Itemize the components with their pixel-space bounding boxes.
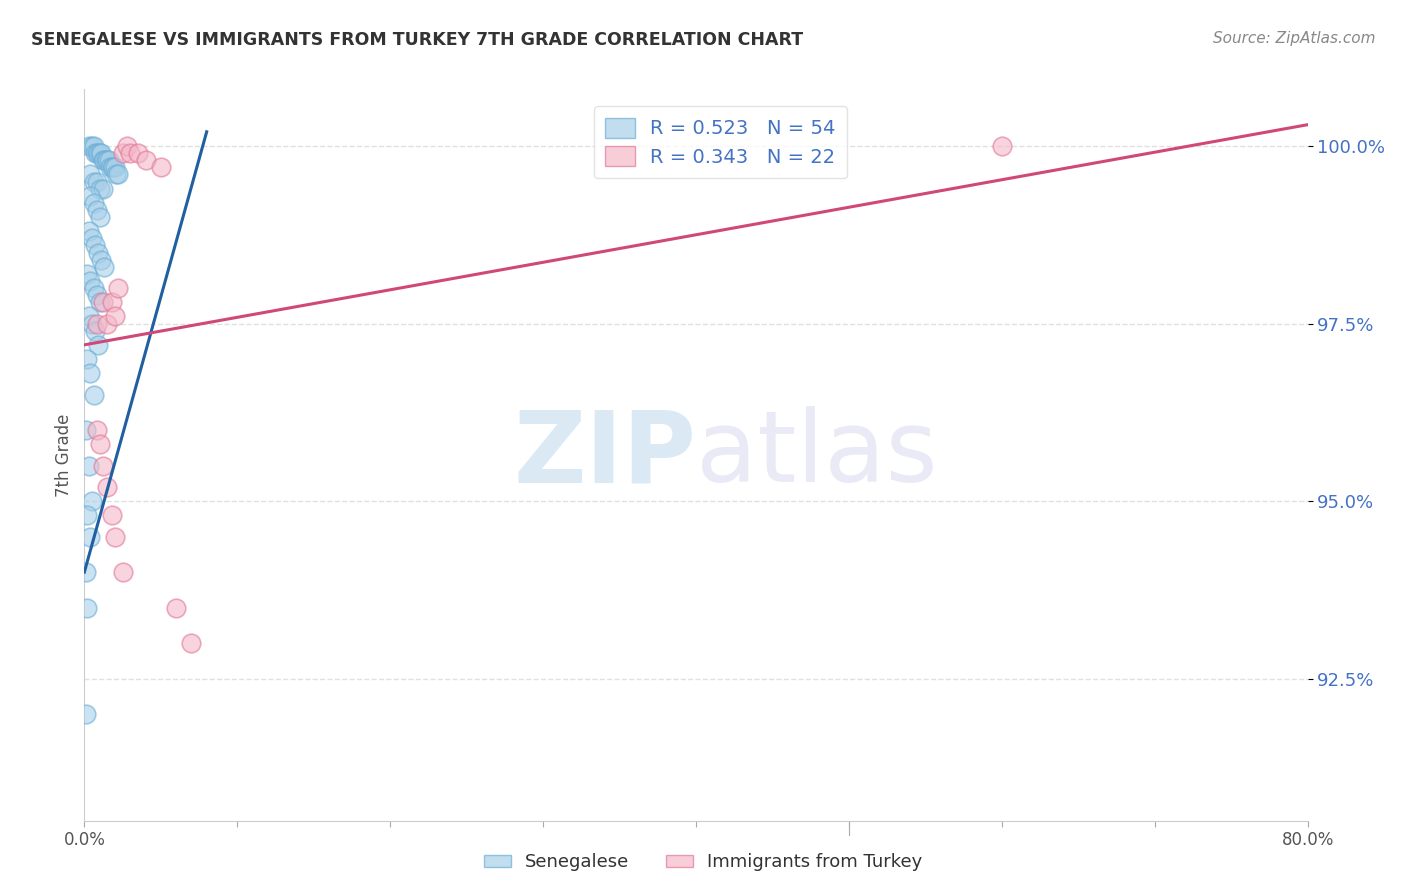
- Point: [83, 281, 105, 295]
- Legend: R = 0.523   N = 54, R = 0.343   N = 22: R = 0.523 N = 54, R = 0.343 N = 22: [593, 106, 848, 178]
- Point: [77, 224, 100, 238]
- Point: [98, 161, 121, 175]
- Legend: Senegalese, Immigrants from Turkey: Senegalese, Immigrants from Turkey: [477, 847, 929, 879]
- Point: [79, 366, 101, 380]
- Point: [111, 565, 134, 579]
- Point: [84, 238, 107, 252]
- Point: [96, 317, 118, 331]
- Point: [89, 210, 111, 224]
- Point: [76, 508, 98, 523]
- Point: [79, 188, 101, 202]
- Point: [165, 600, 187, 615]
- Point: [96, 480, 118, 494]
- Text: Source: ZipAtlas.com: Source: ZipAtlas.com: [1212, 31, 1375, 46]
- Point: [120, 146, 142, 161]
- Point: [97, 153, 120, 168]
- Point: [107, 168, 129, 182]
- Text: ZIP: ZIP: [513, 407, 696, 503]
- Point: [104, 161, 127, 175]
- Point: [77, 310, 100, 324]
- Point: [93, 260, 115, 274]
- Point: [103, 161, 125, 175]
- Point: [89, 437, 111, 451]
- Point: [80, 139, 103, 153]
- Text: atlas: atlas: [696, 407, 938, 503]
- Point: [89, 146, 111, 161]
- Point: [89, 295, 111, 310]
- Point: [115, 139, 138, 153]
- Point: [91, 458, 114, 473]
- Point: [76, 267, 98, 281]
- Point: [90, 146, 112, 161]
- Point: [180, 636, 202, 650]
- Point: [80, 494, 103, 508]
- Point: [101, 295, 124, 310]
- Point: [91, 153, 114, 168]
- Point: [83, 387, 105, 401]
- Point: [79, 274, 101, 288]
- Point: [83, 195, 105, 210]
- Point: [77, 458, 100, 473]
- Point: [77, 139, 100, 153]
- Point: [80, 317, 103, 331]
- Point: [87, 245, 110, 260]
- Point: [93, 153, 115, 168]
- Point: [86, 146, 108, 161]
- Point: [75, 423, 97, 437]
- Point: [105, 168, 128, 182]
- Point: [101, 161, 124, 175]
- Point: [83, 174, 105, 188]
- Point: [87, 338, 110, 352]
- Point: [135, 153, 157, 168]
- Point: [94, 153, 117, 168]
- Point: [86, 202, 108, 217]
- Text: SENEGALESE VS IMMIGRANTS FROM TURKEY 7TH GRADE CORRELATION CHART: SENEGALESE VS IMMIGRANTS FROM TURKEY 7TH…: [31, 31, 803, 49]
- Point: [111, 146, 134, 161]
- Point: [104, 530, 127, 544]
- Point: [75, 565, 97, 579]
- Point: [107, 281, 129, 295]
- Point: [90, 252, 112, 267]
- Point: [91, 295, 114, 310]
- Point: [101, 508, 124, 523]
- Point: [89, 181, 111, 195]
- Y-axis label: 7th Grade: 7th Grade: [55, 413, 73, 497]
- Point: [83, 139, 105, 153]
- Point: [96, 153, 118, 168]
- Point: [991, 139, 1014, 153]
- Point: [149, 161, 172, 175]
- Point: [84, 324, 107, 338]
- Point: [91, 181, 114, 195]
- Point: [104, 310, 127, 324]
- Point: [86, 317, 108, 331]
- Point: [86, 174, 108, 188]
- Point: [79, 168, 101, 182]
- Point: [75, 707, 97, 722]
- Point: [86, 423, 108, 437]
- Point: [80, 231, 103, 245]
- Point: [86, 288, 108, 302]
- Point: [127, 146, 149, 161]
- Point: [84, 146, 107, 161]
- Point: [76, 600, 98, 615]
- Point: [87, 146, 110, 161]
- Point: [79, 530, 101, 544]
- Point: [76, 352, 98, 367]
